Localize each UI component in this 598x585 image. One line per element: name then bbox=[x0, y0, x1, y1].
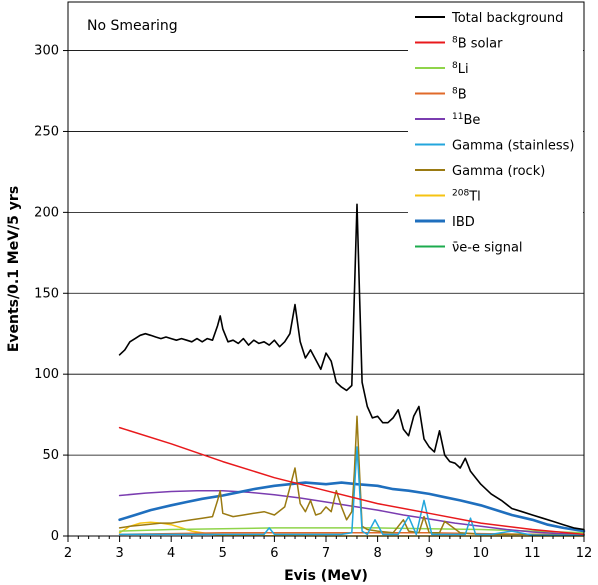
legend-label-5: Gamma (stainless) bbox=[452, 139, 574, 154]
x-tick-label-4: 4 bbox=[167, 546, 175, 561]
y-tick-label-0: 0 bbox=[51, 529, 59, 544]
legend-label-0: Total background bbox=[451, 11, 563, 26]
x-tick-label-3: 3 bbox=[115, 546, 123, 561]
y-tick-label-300: 300 bbox=[34, 44, 59, 59]
legend-label-3: 8B bbox=[452, 87, 467, 103]
legend-label-7: 208Tl bbox=[452, 189, 481, 205]
axes: 0 50 100 150 200 250 300 2 3 4 5 6 7 8 9 10 11 12 bbox=[34, 44, 592, 561]
y-axis-title: Events/0.1 MeV/5 yrs bbox=[6, 186, 22, 352]
legend-label-9: ν̄e-e signal bbox=[452, 241, 523, 256]
x-tick-label-6: 6 bbox=[270, 546, 278, 561]
y-tick-label-250: 250 bbox=[34, 124, 59, 139]
x-tick-label-9: 9 bbox=[425, 546, 433, 561]
y-tick-label-100: 100 bbox=[34, 367, 59, 382]
legend-label-8: IBD bbox=[452, 215, 475, 230]
legend-label-4: 11Be bbox=[452, 112, 480, 128]
series-line-8b-solar bbox=[118, 426, 585, 536]
legend-label-1: 8B solar bbox=[452, 36, 503, 52]
y-tick-label-50: 50 bbox=[42, 448, 59, 463]
x-tick-label-7: 7 bbox=[322, 546, 330, 561]
series-line-gamma-rock- bbox=[118, 415, 585, 536]
legend-label-6: Gamma (rock) bbox=[452, 164, 545, 179]
legend-label-2: 8Li bbox=[452, 61, 469, 77]
gridlines bbox=[68, 50, 584, 456]
x-axis-title: Evis (MeV) bbox=[284, 568, 368, 584]
y-tick-label-200: 200 bbox=[34, 205, 59, 220]
series-layer bbox=[118, 203, 586, 537]
x-tick-label-8: 8 bbox=[373, 546, 381, 561]
x-tick-label-11: 11 bbox=[524, 546, 541, 561]
series-line-gamma-stainless- bbox=[118, 446, 585, 536]
x-tick-label-12: 12 bbox=[576, 546, 593, 561]
series-line-ibd bbox=[118, 481, 586, 533]
y-tick-label-150: 150 bbox=[34, 286, 59, 301]
x-tick-label-10: 10 bbox=[473, 546, 490, 561]
series-line-total-background bbox=[118, 203, 585, 531]
annotation: No Smearing bbox=[87, 18, 178, 34]
x-tick-label-5: 5 bbox=[219, 546, 227, 561]
x-tick-label-2: 2 bbox=[64, 546, 72, 561]
legend: Total background 8B solar 8Li 8B 11Be Gamma (… bbox=[415, 11, 574, 256]
